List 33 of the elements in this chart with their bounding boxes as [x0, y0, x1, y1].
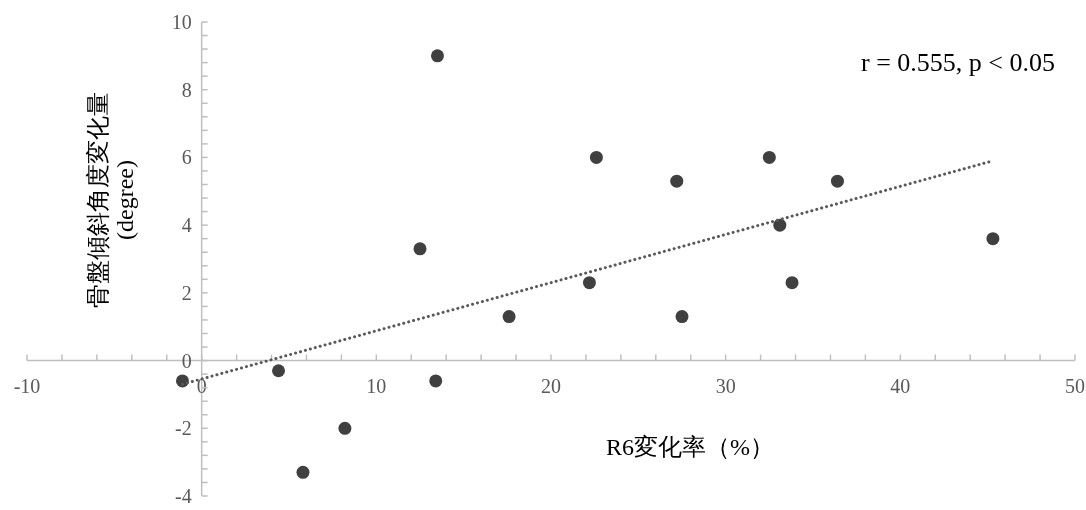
x-tick-label: 50 [1065, 374, 1085, 397]
point [502, 310, 516, 324]
y-tick-label: 8 [181, 78, 192, 101]
x-tick-label: 40 [890, 374, 911, 397]
y-axis-title: 骨盤傾斜角度変化量 (degree) [85, 92, 138, 308]
x-axis-title: R6変化率（%） [606, 434, 774, 460]
y-tick-label: 10 [171, 11, 192, 33]
point [296, 465, 310, 479]
point [986, 232, 1000, 246]
point [582, 276, 596, 290]
point [830, 174, 844, 188]
x-tick-label: -10 [13, 374, 41, 397]
x-tick-label: 20 [541, 374, 561, 397]
point [413, 242, 427, 256]
x-tick-label: 30 [715, 374, 736, 397]
y-tick-label: 4 [181, 214, 192, 237]
point [429, 374, 443, 388]
point [272, 364, 286, 378]
y-tick-label: 2 [181, 281, 192, 304]
point [589, 150, 603, 164]
point [670, 174, 684, 188]
y-tick-label: 6 [181, 146, 192, 169]
point [430, 49, 444, 63]
y-tick-label: -4 [174, 485, 192, 507]
point [675, 310, 689, 324]
point [773, 218, 787, 232]
point [785, 276, 799, 290]
y-tick-label: 0 [181, 349, 192, 372]
point [338, 421, 352, 435]
x-tick-label: 10 [366, 374, 387, 397]
y-tick-label: -2 [174, 417, 192, 440]
annotation: r = 0.555, p < 0.05 [861, 48, 1055, 77]
point [762, 150, 776, 164]
